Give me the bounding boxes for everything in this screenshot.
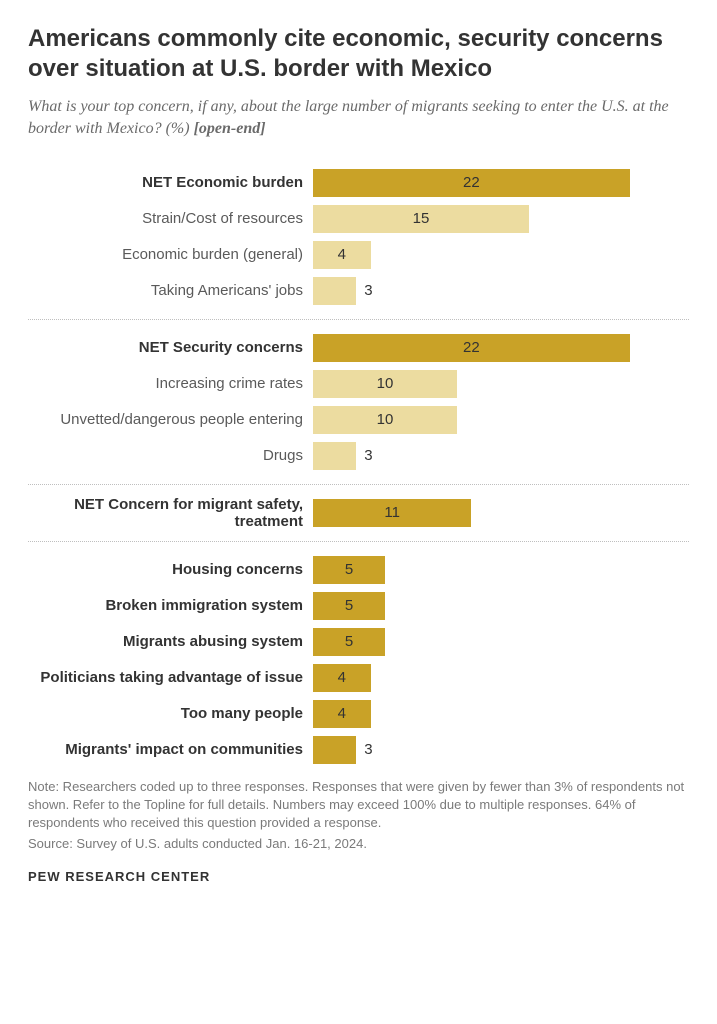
bar-value: 11 — [384, 504, 400, 521]
bar-value: 15 — [413, 210, 430, 227]
row-label: NET Concern for migrant safety, treatmen… — [28, 496, 313, 530]
chart-row: Taking Americans' jobs3 — [28, 273, 689, 309]
chart-group: NET Concern for migrant safety, treatmen… — [28, 495, 689, 531]
row-label: NET Security concerns — [28, 339, 313, 356]
bar-value: 22 — [463, 174, 480, 191]
bar-value: 4 — [338, 246, 346, 263]
bar-value: 10 — [377, 411, 394, 428]
bar: 22 — [313, 169, 630, 197]
chart-source: Source: Survey of U.S. adults conducted … — [28, 836, 689, 851]
bar-container: 10 — [313, 406, 689, 434]
bar-value: 10 — [377, 375, 394, 392]
chart-row: Housing concerns 5 — [28, 552, 689, 588]
bar-container: 5 — [313, 556, 689, 584]
chart-row: Drugs3 — [28, 438, 689, 474]
bar: 4 — [313, 241, 371, 269]
row-label: NET Economic burden — [28, 174, 313, 191]
chart-title: Americans commonly cite economic, securi… — [28, 24, 689, 84]
row-label: Drugs — [28, 447, 313, 464]
row-label: Too many people — [28, 705, 313, 722]
chart-group: NET Security concerns 22 Increasing crime … — [28, 330, 689, 474]
bar: 3 — [313, 736, 356, 764]
bar-container: 15 — [313, 205, 689, 233]
bar-value: 5 — [345, 633, 353, 650]
bar-container: 4 — [313, 241, 689, 269]
row-label: Housing concerns — [28, 561, 313, 578]
bar-container: 11 — [313, 499, 689, 527]
row-label: Increasing crime rates — [28, 375, 313, 392]
row-label: Taking Americans' jobs — [28, 282, 313, 299]
bar-value: 22 — [463, 339, 480, 356]
bar-value: 5 — [345, 561, 353, 578]
chart-row: Unvetted/dangerous people entering 10 — [28, 402, 689, 438]
chart-row: Strain/Cost of resources 15 — [28, 201, 689, 237]
bar-container: 10 — [313, 370, 689, 398]
bar-container: 3 — [313, 736, 689, 764]
chart-row: Too many people 4 — [28, 696, 689, 732]
bar: 11 — [313, 499, 471, 527]
row-label: Broken immigration system — [28, 597, 313, 614]
chart-row: NET Economic burden 22 — [28, 165, 689, 201]
publisher-credit: PEW RESEARCH CENTER — [28, 869, 689, 884]
bar: 4 — [313, 664, 371, 692]
chart-row: Politicians taking advantage of issue 4 — [28, 660, 689, 696]
row-label: Politicians taking advantage of issue — [28, 669, 313, 686]
row-label: Unvetted/dangerous people entering — [28, 411, 313, 428]
bar-container: 4 — [313, 700, 689, 728]
row-label: Economic burden (general) — [28, 246, 313, 263]
bar-container: 5 — [313, 628, 689, 656]
chart-row: Migrants abusing system 5 — [28, 624, 689, 660]
row-label: Strain/Cost of resources — [28, 210, 313, 227]
row-label: Migrants' impact on communities — [28, 741, 313, 758]
bar: 3 — [313, 442, 356, 470]
bar: 15 — [313, 205, 529, 233]
chart-subtitle: What is your top concern, if any, about … — [28, 96, 689, 141]
chart-row: Increasing crime rates 10 — [28, 366, 689, 402]
chart-row: Broken immigration system 5 — [28, 588, 689, 624]
chart-row: NET Security concerns 22 — [28, 330, 689, 366]
bar-chart: NET Economic burden 22 Strain/Cost of reso… — [28, 165, 689, 768]
bar: 5 — [313, 592, 385, 620]
bar-container: 22 — [313, 334, 689, 362]
bar-value: 3 — [364, 282, 372, 299]
chart-note: Note: Researchers coded up to three resp… — [28, 778, 689, 833]
bar: 5 — [313, 628, 385, 656]
bar: 10 — [313, 406, 457, 434]
chart-row: NET Concern for migrant safety, treatmen… — [28, 495, 689, 531]
group-divider — [28, 319, 689, 320]
bar-container: 3 — [313, 442, 689, 470]
bar: 4 — [313, 700, 371, 728]
bar-container: 22 — [313, 169, 689, 197]
bar-container: 5 — [313, 592, 689, 620]
bar-container: 3 — [313, 277, 689, 305]
bar-value: 4 — [338, 669, 346, 686]
bar: 5 — [313, 556, 385, 584]
bar-value: 3 — [364, 447, 372, 464]
subtitle-text: What is your top concern, if any, about … — [28, 98, 669, 137]
chart-row: Migrants' impact on communities3 — [28, 732, 689, 768]
row-label: Migrants abusing system — [28, 633, 313, 650]
bar-value: 4 — [338, 705, 346, 722]
bar: 3 — [313, 277, 356, 305]
bar: 22 — [313, 334, 630, 362]
chart-group: NET Economic burden 22 Strain/Cost of reso… — [28, 165, 689, 309]
bar-value: 5 — [345, 597, 353, 614]
group-divider — [28, 484, 689, 485]
bar: 10 — [313, 370, 457, 398]
chart-row: Economic burden (general) 4 — [28, 237, 689, 273]
subtitle-tag: [open-end] — [194, 120, 266, 137]
bar-container: 4 — [313, 664, 689, 692]
bar-value: 3 — [364, 741, 372, 758]
group-divider — [28, 541, 689, 542]
chart-group: Housing concerns5Broken immigration syst… — [28, 552, 689, 768]
